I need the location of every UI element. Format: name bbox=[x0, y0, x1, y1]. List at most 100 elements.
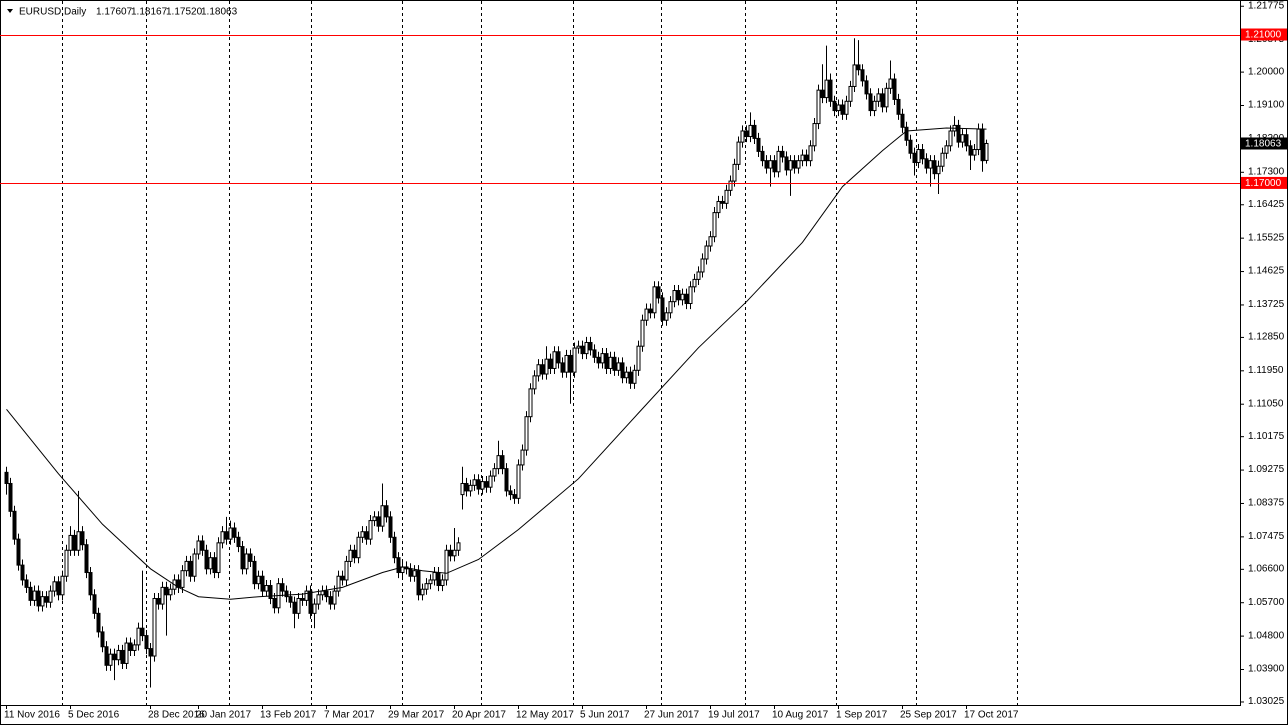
y-tick-label: 1.06600 bbox=[1248, 563, 1285, 574]
candle-body bbox=[540, 364, 545, 375]
candle-body bbox=[544, 358, 549, 375]
candle-body bbox=[964, 134, 969, 147]
candle-body bbox=[124, 642, 129, 664]
candle-body bbox=[88, 572, 93, 596]
candle-body bbox=[712, 212, 717, 238]
y-tick-label: 1.05700 bbox=[1248, 597, 1285, 608]
candle-body bbox=[960, 134, 965, 143]
candle-body bbox=[572, 347, 577, 373]
candle-body bbox=[188, 560, 193, 577]
candle-body bbox=[356, 536, 361, 559]
candle-body bbox=[448, 549, 453, 557]
candle-body bbox=[936, 165, 941, 175]
candle-body bbox=[296, 598, 301, 614]
candle-body bbox=[924, 158, 929, 169]
candle-body bbox=[64, 549, 69, 577]
candle-body bbox=[864, 80, 869, 95]
candle-body bbox=[56, 581, 61, 596]
candle-body bbox=[888, 78, 893, 89]
candle-body bbox=[636, 345, 641, 371]
candle-body bbox=[848, 85, 853, 102]
price-tag bbox=[1241, 137, 1287, 150]
candle-body bbox=[212, 557, 217, 574]
candle-body bbox=[704, 245, 709, 260]
candle-body bbox=[100, 631, 105, 648]
candle-body bbox=[208, 557, 213, 570]
candle-body bbox=[516, 464, 521, 499]
candle-body bbox=[568, 354, 573, 373]
y-tick-label: 1.11050 bbox=[1248, 398, 1284, 409]
price-tag-label: 1.18063 bbox=[1245, 139, 1282, 150]
candle-body bbox=[380, 505, 385, 527]
candle-body bbox=[596, 356, 601, 364]
candle-body bbox=[408, 568, 413, 577]
candle-body bbox=[496, 455, 501, 470]
candle-body bbox=[488, 475, 493, 488]
candle-body bbox=[228, 527, 233, 540]
candle-body bbox=[12, 510, 17, 540]
candle-body bbox=[840, 104, 845, 115]
y-tick-label: 1.16425 bbox=[1248, 199, 1285, 210]
candle-body bbox=[320, 590, 325, 596]
candle-body bbox=[340, 575, 345, 581]
candle-body bbox=[388, 516, 393, 538]
candle-body bbox=[664, 312, 669, 321]
candle-body bbox=[264, 585, 269, 592]
x-tick-label: 19 Jul 2017 bbox=[708, 710, 760, 721]
candle-body bbox=[824, 79, 829, 99]
candle-body bbox=[528, 388, 533, 418]
candle-body bbox=[68, 534, 73, 551]
candle-body bbox=[772, 160, 777, 173]
candle-body bbox=[752, 124, 757, 139]
candle-body bbox=[168, 588, 173, 596]
candle-body bbox=[504, 468, 509, 492]
candle-body bbox=[880, 93, 885, 108]
x-tick-label: 12 May 2017 bbox=[516, 710, 574, 721]
open-label: 1.17607 bbox=[96, 7, 133, 18]
candle-body bbox=[220, 531, 225, 544]
candle-body bbox=[908, 139, 913, 154]
x-tick-label: 5 Dec 2016 bbox=[68, 710, 120, 721]
candle-body bbox=[968, 145, 973, 156]
x-tick-label: 27 Jun 2017 bbox=[644, 710, 699, 721]
candle-body bbox=[600, 353, 605, 364]
candle-body bbox=[336, 575, 341, 592]
candle-body bbox=[900, 113, 905, 128]
candle-body bbox=[872, 100, 877, 112]
candle-body bbox=[184, 560, 189, 572]
candle-body bbox=[984, 142, 989, 161]
y-tick-label: 1.20000 bbox=[1248, 66, 1285, 77]
close-label: 1.18063 bbox=[201, 7, 238, 18]
candle-body bbox=[156, 598, 161, 605]
candle-body bbox=[196, 540, 201, 555]
candle-body bbox=[784, 156, 789, 171]
y-tick-label: 1.10175 bbox=[1248, 431, 1285, 442]
candle-body bbox=[732, 163, 737, 182]
candle-body bbox=[656, 286, 661, 299]
y-tick-label: 1.12850 bbox=[1248, 332, 1285, 343]
symbol: EURUSD,Daily bbox=[19, 7, 86, 18]
candle-body bbox=[132, 644, 137, 651]
menu-triangle bbox=[7, 9, 13, 13]
candle-body bbox=[920, 149, 925, 160]
candle-body bbox=[948, 130, 953, 147]
y-tick-label: 1.04800 bbox=[1248, 630, 1285, 641]
candle-body bbox=[28, 586, 33, 601]
x-tick-label: 17 Oct 2017 bbox=[964, 710, 1019, 721]
candle-body bbox=[780, 150, 785, 158]
candle-body bbox=[816, 89, 821, 125]
candle-body bbox=[512, 494, 517, 499]
candle-body bbox=[492, 468, 497, 477]
candle-body bbox=[532, 375, 537, 390]
candle-body bbox=[716, 200, 721, 214]
candle-body bbox=[392, 536, 397, 559]
x-tick-label: 7 Mar 2017 bbox=[324, 710, 375, 721]
y-tick-label: 1.21775 bbox=[1248, 0, 1285, 11]
candle-body bbox=[148, 648, 153, 657]
x-tick-label: 5 Jun 2017 bbox=[580, 710, 630, 721]
candle-body bbox=[836, 104, 841, 112]
candle-body bbox=[328, 596, 333, 605]
candle-body bbox=[972, 149, 977, 156]
